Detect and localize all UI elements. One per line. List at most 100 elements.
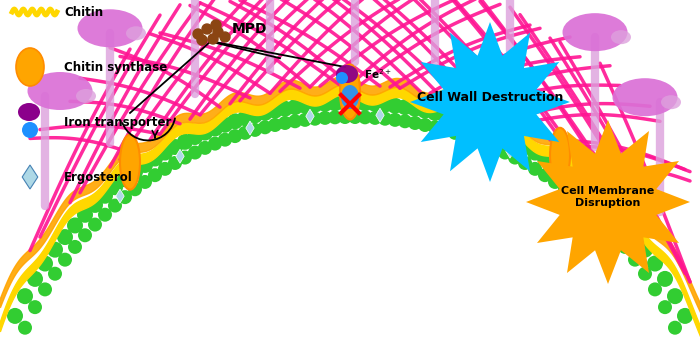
Circle shape [567, 171, 583, 187]
Polygon shape [636, 252, 644, 266]
Circle shape [147, 151, 163, 167]
Ellipse shape [126, 26, 146, 40]
Circle shape [467, 117, 483, 133]
Circle shape [17, 288, 33, 304]
Circle shape [417, 103, 433, 119]
Circle shape [357, 95, 373, 111]
Circle shape [118, 190, 132, 204]
Circle shape [668, 321, 682, 335]
Circle shape [548, 175, 562, 189]
Circle shape [507, 134, 523, 150]
Circle shape [298, 113, 312, 127]
Circle shape [367, 96, 383, 112]
Circle shape [378, 112, 392, 126]
Text: Cell Wall Destruction: Cell Wall Destruction [416, 91, 564, 104]
Circle shape [337, 95, 353, 111]
Polygon shape [246, 121, 254, 135]
Circle shape [87, 197, 103, 213]
Circle shape [277, 101, 293, 117]
Circle shape [667, 288, 683, 304]
Circle shape [648, 282, 662, 296]
Circle shape [48, 267, 62, 281]
Text: Chitin synthase: Chitin synthase [64, 60, 167, 74]
Circle shape [537, 151, 553, 167]
Circle shape [517, 139, 533, 155]
Circle shape [268, 118, 282, 132]
Circle shape [257, 105, 273, 121]
Circle shape [438, 123, 452, 137]
Circle shape [148, 168, 162, 182]
Circle shape [258, 120, 272, 134]
Circle shape [478, 137, 492, 151]
Polygon shape [176, 149, 184, 163]
Text: Cell Membrane
Disruption: Cell Membrane Disruption [561, 186, 654, 208]
Circle shape [318, 111, 332, 125]
Circle shape [607, 207, 623, 223]
Circle shape [497, 129, 513, 145]
Circle shape [547, 157, 563, 173]
Circle shape [538, 168, 552, 182]
Circle shape [297, 98, 313, 114]
Ellipse shape [661, 95, 681, 109]
Circle shape [657, 271, 673, 287]
Circle shape [338, 110, 352, 124]
Circle shape [618, 240, 632, 254]
Circle shape [568, 190, 582, 204]
Circle shape [108, 198, 122, 212]
Circle shape [637, 242, 653, 258]
Circle shape [157, 145, 173, 161]
Circle shape [388, 113, 402, 127]
Ellipse shape [27, 72, 92, 110]
Circle shape [238, 126, 252, 140]
Circle shape [437, 107, 453, 124]
Circle shape [27, 271, 43, 287]
Circle shape [308, 112, 322, 126]
Circle shape [347, 95, 363, 111]
Circle shape [117, 171, 133, 187]
Circle shape [597, 197, 613, 213]
Circle shape [58, 253, 72, 267]
Circle shape [397, 99, 413, 115]
Text: Fe$^{2+}$: Fe$^{2+}$ [364, 67, 391, 81]
Circle shape [407, 101, 423, 117]
Circle shape [457, 113, 473, 129]
Circle shape [508, 151, 522, 165]
Circle shape [38, 282, 52, 296]
Circle shape [47, 242, 63, 258]
Circle shape [78, 228, 92, 242]
Circle shape [598, 217, 612, 232]
Circle shape [327, 95, 343, 111]
Ellipse shape [563, 13, 627, 51]
Circle shape [208, 137, 222, 151]
Circle shape [213, 27, 223, 37]
Circle shape [247, 107, 263, 124]
Circle shape [448, 126, 462, 140]
Circle shape [178, 151, 192, 165]
Circle shape [168, 156, 182, 170]
Ellipse shape [336, 65, 358, 83]
Circle shape [487, 125, 503, 141]
Circle shape [617, 217, 633, 233]
Polygon shape [22, 165, 38, 189]
Circle shape [468, 133, 482, 147]
Circle shape [137, 157, 153, 173]
Circle shape [207, 121, 223, 136]
Ellipse shape [611, 30, 631, 44]
Circle shape [307, 97, 323, 113]
Ellipse shape [18, 103, 40, 121]
Circle shape [88, 217, 102, 232]
Polygon shape [506, 144, 514, 158]
Polygon shape [410, 22, 570, 182]
Circle shape [398, 114, 412, 128]
Circle shape [387, 98, 403, 114]
Circle shape [237, 110, 253, 126]
Circle shape [557, 164, 573, 180]
Circle shape [98, 208, 112, 222]
Circle shape [158, 162, 172, 176]
Circle shape [288, 114, 302, 128]
Polygon shape [576, 189, 584, 203]
Circle shape [138, 175, 152, 189]
Circle shape [418, 118, 432, 132]
Circle shape [488, 141, 502, 155]
Circle shape [197, 35, 207, 45]
